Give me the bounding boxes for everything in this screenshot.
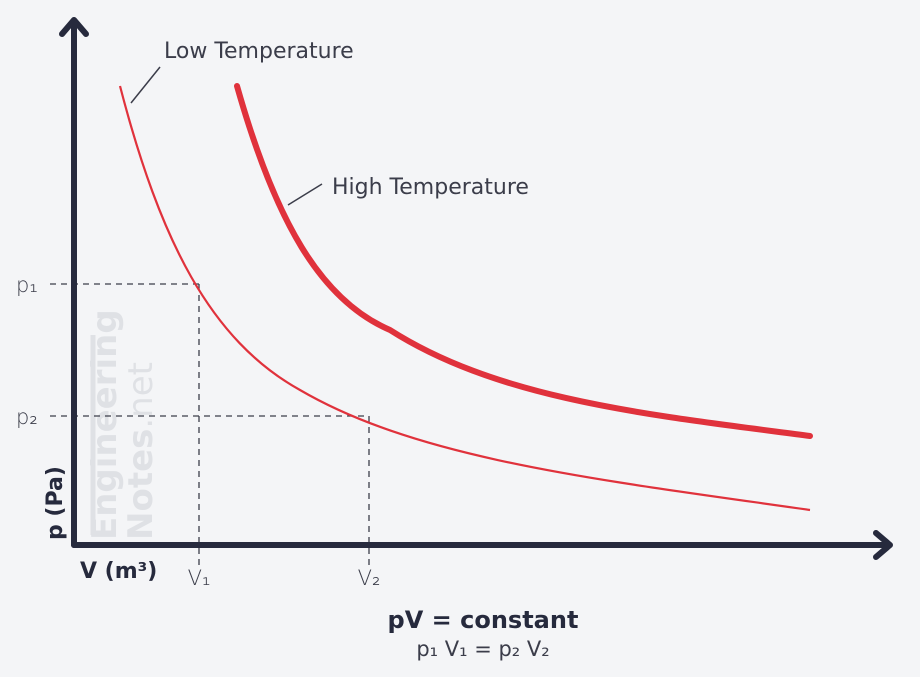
equation-main: pV = constant	[388, 606, 579, 634]
watermark-line2-bold: Notes	[121, 429, 161, 540]
low-temperature-label: Low Temperature	[164, 39, 354, 64]
y-axis-label: p (Pa)	[43, 466, 68, 540]
y-axis-arrow	[59, 17, 89, 37]
watermark: Engineering Notes.net	[85, 309, 161, 540]
v1-tick-label: V₁	[188, 566, 211, 590]
axes	[59, 17, 893, 560]
high-temperature-curve	[234, 83, 813, 439]
high-temperature-leader	[287, 183, 323, 206]
low-temperature-leader	[130, 66, 161, 104]
watermark-line2: Notes.net	[121, 362, 161, 540]
equation-sub: p₁ V₁ = p₂ V₂	[416, 637, 549, 661]
p2-tick-label: p₂	[16, 405, 38, 429]
x-axis-label: V (m³)	[80, 559, 157, 584]
low-temperature-curve	[118, 85, 811, 512]
high-temperature-label: High Temperature	[332, 175, 529, 200]
watermark-line2-rest: .net	[121, 362, 161, 429]
p1-tick-label: p₁	[16, 273, 38, 297]
x-axis-arrow	[873, 530, 893, 560]
v2-tick-label: V₂	[358, 566, 381, 590]
